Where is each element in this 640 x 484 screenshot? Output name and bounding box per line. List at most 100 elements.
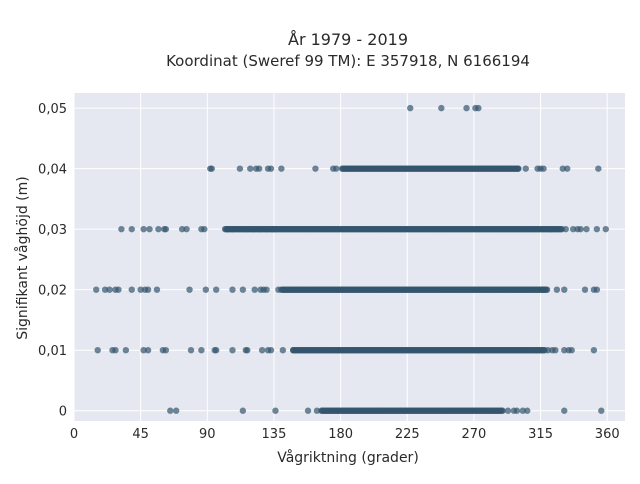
data-point — [547, 225, 555, 233]
data-point — [312, 165, 319, 172]
data-point — [212, 346, 220, 354]
x-tick-label: 135 — [262, 427, 287, 442]
data-point — [304, 407, 312, 414]
data-point — [229, 346, 236, 354]
data-point — [229, 225, 236, 233]
data-point — [198, 346, 205, 354]
data-point — [153, 286, 161, 293]
data-point — [115, 286, 122, 293]
data-point — [187, 346, 195, 354]
data-point — [544, 346, 552, 354]
data-point — [140, 225, 147, 233]
data-point — [173, 407, 180, 414]
data-point — [595, 165, 602, 172]
data-point — [577, 225, 584, 233]
data-point — [229, 286, 236, 293]
y-tick-label: 0,03 — [38, 223, 67, 238]
x-tick-label: 90 — [199, 427, 216, 442]
data-point — [593, 225, 601, 233]
data-point — [208, 165, 215, 172]
data-point — [128, 225, 135, 233]
data-point — [178, 225, 186, 233]
x-axis-label: Vågriktning (grader) — [277, 449, 419, 466]
y-tick-label: 0,01 — [38, 344, 67, 359]
data-point — [162, 225, 170, 233]
data-point — [94, 346, 101, 354]
data-point — [239, 286, 247, 293]
data-point — [561, 286, 568, 293]
x-tick-label: 180 — [328, 427, 353, 442]
data-point — [569, 225, 577, 233]
data-point — [112, 346, 119, 354]
data-point — [475, 104, 482, 112]
data-point — [144, 346, 152, 354]
y-tick-label: 0 — [59, 405, 67, 420]
y-axis-label: Signifikant våghöjd (m) — [14, 176, 31, 339]
data-point — [463, 104, 470, 112]
data-point — [564, 165, 571, 172]
data-point — [186, 286, 193, 293]
data-point — [559, 165, 566, 172]
data-point — [258, 346, 266, 354]
data-point — [524, 407, 531, 414]
chart-title: År 1979 - 2019 — [288, 30, 408, 49]
data-point — [561, 407, 568, 414]
data-point — [602, 225, 609, 233]
data-point — [263, 225, 270, 233]
y-tick-labels: 0 0,01 0,02 0,03 0,04 0,05 — [38, 102, 67, 420]
data-point — [438, 104, 445, 112]
data-point — [593, 286, 601, 293]
data-point — [519, 407, 526, 414]
data-point — [267, 165, 275, 172]
data-point — [201, 225, 208, 233]
data-point — [278, 165, 285, 172]
data-point — [275, 286, 282, 293]
data-point — [137, 286, 144, 293]
x-tick-labels: 0 45 90 135 180 225 270 315 360 — [70, 427, 620, 442]
data-point — [279, 346, 287, 354]
data-point — [183, 225, 190, 233]
data-point — [522, 165, 529, 172]
data-point — [332, 165, 340, 172]
data-point — [239, 407, 247, 414]
x-tick-label: 315 — [528, 427, 553, 442]
data-point — [251, 286, 258, 293]
data-point — [167, 407, 174, 414]
data-point — [513, 407, 521, 414]
chart-subtitle: Koordinat (Sweref 99 TM): E 357918, N 61… — [166, 52, 530, 70]
data-point — [263, 286, 270, 293]
y-tick-label: 0,02 — [38, 284, 67, 299]
data-point — [122, 346, 130, 354]
data-point — [568, 346, 575, 354]
data-point — [244, 346, 251, 354]
data-point — [255, 225, 263, 233]
data-point — [581, 286, 589, 293]
data-point — [162, 346, 170, 354]
data-point — [93, 286, 100, 293]
data-point — [140, 346, 147, 354]
data-point — [562, 225, 569, 233]
data-point — [540, 286, 547, 293]
data-point — [499, 407, 506, 414]
plot-background — [74, 93, 625, 421]
data-point — [407, 104, 414, 112]
data-point — [144, 286, 152, 293]
y-tick-label: 0,04 — [38, 163, 67, 178]
data-point — [504, 407, 512, 414]
data-point — [236, 165, 244, 172]
data-point — [250, 225, 257, 233]
data-point — [212, 286, 220, 293]
data-point — [515, 165, 522, 172]
x-tick-label: 45 — [132, 427, 149, 442]
data-point — [155, 225, 162, 233]
data-point — [146, 225, 153, 233]
data-point — [202, 286, 210, 293]
y-tick-label: 0,05 — [38, 102, 67, 117]
data-point — [255, 165, 263, 172]
data-points — [93, 104, 609, 414]
data-point — [272, 225, 279, 233]
x-tick-label: 0 — [70, 427, 78, 442]
data-point — [590, 346, 598, 354]
data-point — [224, 225, 232, 233]
